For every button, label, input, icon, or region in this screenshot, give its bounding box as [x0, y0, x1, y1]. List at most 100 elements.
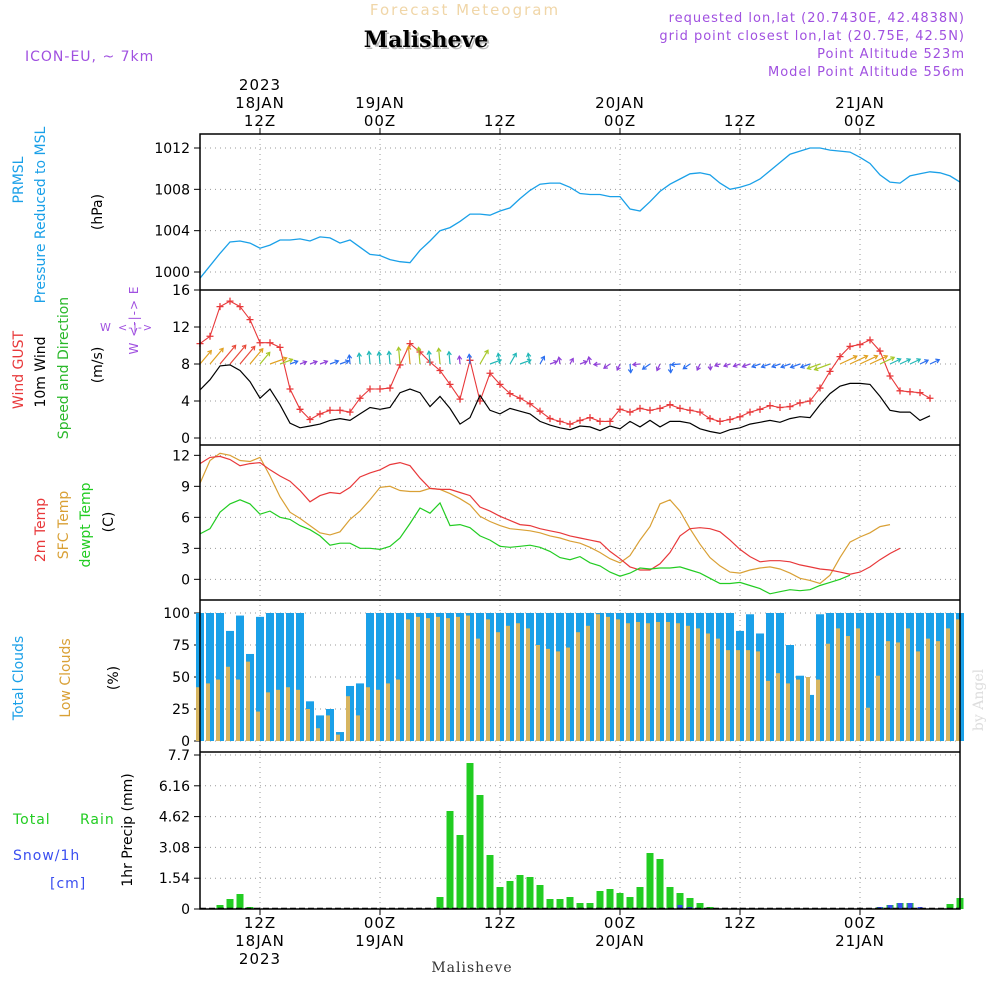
direction-arrow [358, 353, 361, 365]
direction-arrow [682, 363, 691, 370]
direction-arrow-head [592, 361, 598, 367]
low-cloud-bar [886, 641, 890, 741]
direction-arrow [497, 353, 501, 365]
y-tick-label: 0 [181, 572, 190, 588]
gust-marker [316, 410, 324, 418]
total-cloud-bar [266, 613, 274, 741]
rain-bar [236, 894, 244, 909]
gust-marker [536, 407, 544, 415]
gust-marker [776, 403, 784, 411]
gust-marker [236, 303, 244, 311]
y-tick-label: 1.54 [159, 871, 190, 887]
low-cloud-bar [486, 619, 490, 741]
low-cloud-bar [206, 683, 210, 741]
total-cloud-bar [256, 616, 264, 741]
direction-arrow [558, 357, 561, 365]
gust-marker [566, 420, 574, 428]
direction-arrow-head [852, 355, 858, 360]
direction-arrow-head [741, 363, 747, 369]
direction-arrow-head [771, 363, 777, 369]
precip-rain-label: Rain [80, 812, 115, 828]
y-tick-label: 3 [181, 541, 190, 557]
direction-arrow [269, 357, 287, 365]
direction-arrow [780, 363, 791, 368]
rain-bar [516, 875, 524, 909]
low-cloud-bar [266, 692, 270, 741]
low-cloud-bar [856, 628, 860, 741]
direction-arrow [397, 347, 401, 365]
low-cloud-bar [776, 673, 780, 741]
low-cloud-bar [246, 661, 250, 741]
low-cloud-bar [446, 618, 450, 741]
rain-bar [676, 893, 684, 909]
rain-bar [646, 853, 654, 909]
rain-bar [546, 899, 554, 909]
y-tick-label: 25 [172, 702, 190, 718]
low-cloud-bar [726, 650, 730, 741]
low-cloud-bar [606, 616, 610, 741]
direction-arrow [388, 351, 391, 365]
low-cloud-bar [836, 628, 840, 741]
direction-arrow-head [302, 360, 308, 366]
rain-bar [476, 795, 484, 909]
direction-arrow [259, 351, 271, 365]
plot-frame [199, 133, 961, 910]
low-cloud-bar [586, 625, 590, 741]
low-cloud-bar [556, 651, 560, 741]
direction-arrow [329, 360, 339, 365]
direction-arrow-head [873, 354, 879, 360]
rain-bar [696, 903, 704, 909]
low-cloud-bar [466, 615, 470, 741]
direction-arrow [790, 363, 801, 368]
direction-arrow-head [312, 360, 318, 366]
low-cloud-bar [576, 632, 580, 741]
plot-layer: 1000100410081012048121603691202550751000… [154, 76, 964, 968]
low-cloud-bar [276, 689, 280, 741]
direction-arrow-head [707, 365, 713, 371]
y-tick-label: 1004 [154, 224, 190, 240]
direction-arrow-head [806, 365, 812, 371]
direction-arrow-head [883, 354, 889, 360]
low-cloud-bar [506, 625, 510, 741]
direction-arrow-head [436, 347, 442, 353]
direction-arrow-head [484, 349, 489, 355]
direction-arrow-head [446, 350, 452, 356]
direction-arrow-head [732, 362, 738, 368]
gridpoint-coords: grid point closest lon,lat (20.75E, 42.5… [659, 29, 965, 44]
gust-marker [256, 339, 264, 347]
time-label-top: 00Z [844, 112, 876, 130]
direction-arrow [807, 363, 821, 370]
gust-marker [906, 388, 914, 396]
rain-bar [496, 887, 504, 909]
low-cloud-bar [426, 618, 430, 741]
direction-arrow [671, 363, 681, 366]
rain-bar [576, 903, 584, 909]
low-cloud-bar [196, 687, 200, 741]
gust-marker [596, 417, 604, 425]
gust-marker [516, 394, 524, 402]
direction-arrow-head [896, 357, 902, 363]
direction-arrow-head [426, 350, 432, 356]
direction-arrow [438, 348, 441, 365]
gust-marker [356, 394, 364, 402]
time-label-bottom: 18JAN [235, 932, 285, 950]
gust-marker [226, 297, 234, 305]
low-cloud-bar [796, 679, 800, 741]
direction-arrow [289, 360, 298, 365]
direction-arrow-head [935, 358, 941, 364]
gust-marker [796, 399, 804, 407]
direction-arrow-head [667, 368, 674, 374]
gust-marker [756, 405, 764, 413]
direction-arrow-head [512, 352, 517, 358]
direction-arrow [669, 363, 672, 373]
y-tick-label: 50 [172, 670, 190, 686]
requested-coords: requested lon,lat (20.7430E, 42.4838N) [669, 11, 965, 26]
direction-arrow [378, 351, 381, 365]
total-cloud-bar [386, 613, 394, 741]
gust-marker [446, 380, 454, 388]
time-label-top: 12Z [244, 112, 276, 130]
rain-bar [586, 903, 594, 909]
direction-arrow-head [569, 357, 574, 363]
total-cloud-bar [216, 613, 224, 741]
